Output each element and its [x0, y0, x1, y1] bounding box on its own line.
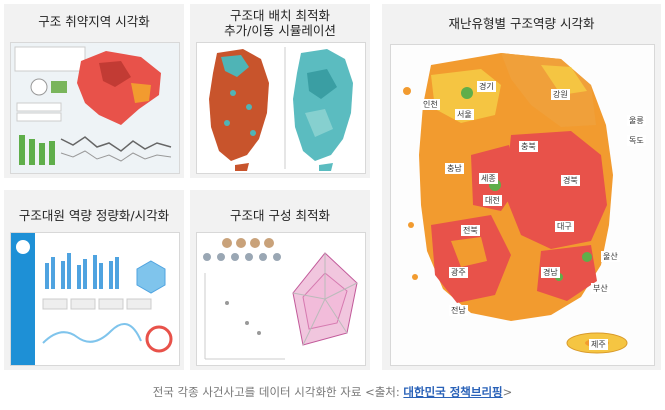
panel-team-optimize: 구조대 구성 최적화 [190, 190, 370, 370]
panel-vulnerable-area: 구조 취약지역 시각화 [4, 4, 184, 178]
map-label-ulsan: 울산 [601, 251, 620, 262]
map-label-incheon: 인천 [421, 99, 440, 110]
map-label-gangwon: 강원 [551, 89, 570, 100]
panel-placement-sim: 구조대 배치 최적화 추가/이동 시뮬레이션 [190, 4, 370, 178]
map-label-gyeongbuk: 경북 [561, 175, 580, 186]
placement-sim-image [196, 42, 366, 174]
map-label-sejong: 세종 [479, 173, 498, 184]
map-label-jeonnam: 전남 [449, 305, 468, 316]
panel-title: 구조대원 역량 정량화/시각화 [18, 208, 170, 223]
panel-title: 구조대 구성 최적화 [230, 208, 330, 223]
panel-title-line2: 추가/이동 시뮬레이션 [224, 23, 336, 38]
map-label-daejeon: 대전 [483, 195, 502, 206]
map-label-chungbuk: 충북 [519, 141, 538, 152]
panel-title: 재난유형별 구조역량 시각화 [448, 16, 595, 31]
map-label-gyeonggi: 경기 [477, 81, 496, 92]
panel-title-line1: 구조대 배치 최적화 [230, 8, 330, 23]
panel-capacity-quant: 구조대원 역량 정량화/시각화 [4, 190, 184, 370]
team-optimize-image [196, 232, 366, 366]
map-label-daegu: 대구 [555, 221, 574, 232]
map-label-jeju: 제주 [589, 339, 608, 350]
disaster-type-map: 인천 서울 경기 강원 충북 충남 세종 대전 경북 전북 대구 광주 울산 부… [390, 44, 655, 366]
map-label-jeonbuk: 전북 [461, 225, 480, 236]
source-link[interactable]: 대한민국 정책브리핑 [403, 385, 503, 399]
map-label-ulleung: 울릉 [627, 115, 646, 126]
panel-title: 구조 취약지역 시각화 [38, 14, 150, 29]
map-label-dokdo: 독도 [627, 135, 646, 146]
panel-disaster-type: 재난유형별 구조역량 시각화 [382, 4, 661, 370]
map-label-seoul: 서울 [455, 109, 474, 120]
capacity-quant-image [10, 232, 180, 366]
vulnerable-area-image [10, 42, 180, 174]
map-label-chungnam: 충남 [445, 163, 464, 174]
map-label-busan: 부산 [591, 283, 610, 294]
figure-caption: 전국 각종 사건사고를 데이터 시각화한 자료 <출처: 대한민국 정책브리핑> [0, 384, 665, 400]
caption-text: 전국 각종 사건사고를 데이터 시각화한 자료 <출처: [152, 385, 404, 399]
map-label-gwangju: 광주 [449, 267, 468, 278]
caption-suffix: > [502, 385, 513, 399]
map-label-gyeongnam: 경남 [541, 267, 560, 278]
